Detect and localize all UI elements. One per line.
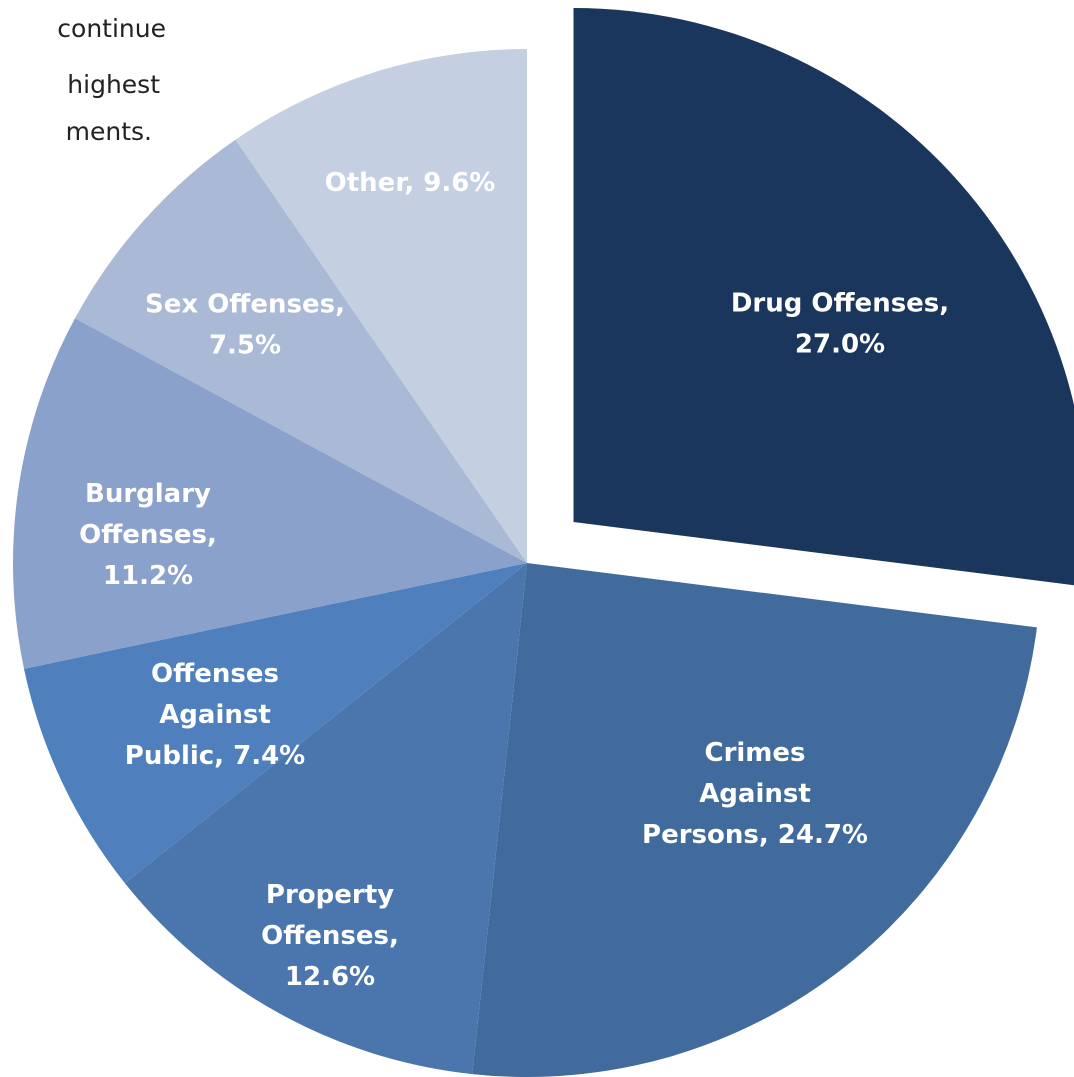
annotation: highest [67, 70, 160, 99]
data-label: Burglary Offenses, 11.2% [79, 479, 217, 591]
data-label: Sex Offenses, 7.5% [145, 290, 345, 361]
pie-slice [573, 7, 1074, 586]
data-label: Crimes Against Persons, 24.7% [642, 738, 868, 850]
pie-slice [75, 139, 527, 564]
annotation: continue [57, 14, 166, 43]
data-label: Other, 9.6% [325, 168, 496, 198]
data-label: Drug Offenses, 27.0% [731, 289, 949, 360]
pie-slice [13, 318, 528, 669]
data-label: Offenses Against Public, 7.4% [125, 659, 305, 771]
data-label: Property Offenses, 12.6% [261, 880, 399, 992]
pie-slice [24, 563, 528, 884]
pie-slice [235, 49, 527, 563]
labels: Drug Offenses, 27.0% Crimes Against Persons,… [79, 168, 949, 992]
annotation: ments. [66, 117, 152, 146]
slices [13, 7, 1074, 1077]
pie-slice [124, 563, 527, 1075]
pie-slice [472, 563, 1037, 1077]
